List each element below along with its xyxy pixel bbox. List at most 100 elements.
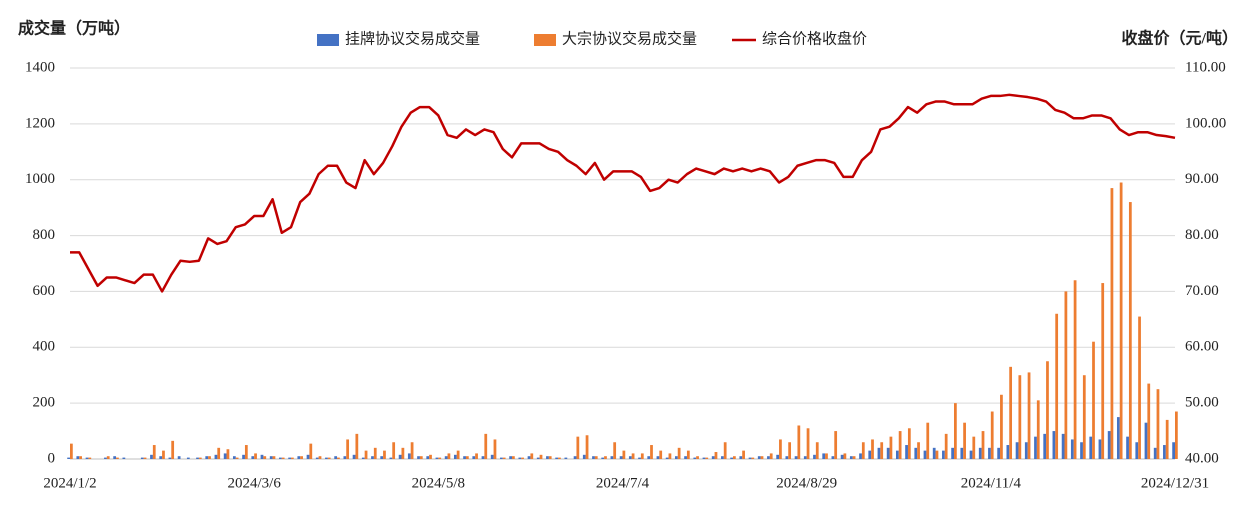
x-tick-label: 2024/7/4 [596, 475, 650, 491]
bar [453, 454, 457, 459]
bar [1070, 439, 1074, 459]
bar [972, 436, 976, 459]
bar [279, 457, 282, 459]
bar [859, 453, 862, 459]
bar [705, 457, 709, 459]
bar [1080, 442, 1083, 459]
bar [776, 454, 780, 459]
bar [640, 453, 644, 459]
x-tick-label: 2024/8/29 [776, 475, 837, 491]
bar [1107, 431, 1111, 459]
bar [214, 454, 218, 459]
bar [67, 457, 70, 459]
bar [1172, 442, 1175, 459]
bar [1144, 422, 1148, 459]
bar [536, 457, 540, 459]
bar [85, 457, 89, 459]
bar [244, 445, 248, 459]
y-tick-label: 400 [33, 339, 56, 355]
bar [1119, 182, 1123, 459]
bar [1092, 341, 1095, 459]
bar [638, 457, 641, 459]
bar [315, 457, 319, 459]
y2-tick-label: 60.00 [1185, 339, 1219, 355]
bar [140, 457, 144, 459]
bar [198, 457, 202, 459]
bar [429, 454, 432, 459]
bar [849, 456, 853, 459]
bar [88, 457, 92, 459]
bar [104, 457, 107, 459]
bar [398, 454, 402, 459]
bar [969, 450, 973, 459]
bar [684, 456, 687, 459]
bar [509, 456, 512, 459]
legend-label: 大宗协议交易成交量 [562, 29, 697, 47]
bar [481, 456, 485, 459]
y-tick-label: 0 [48, 450, 56, 466]
bar [242, 454, 245, 459]
bar [668, 453, 672, 459]
bar [926, 422, 930, 459]
bar [779, 439, 782, 459]
bar [490, 454, 494, 459]
bar [355, 433, 359, 459]
bar [76, 456, 80, 459]
bar [803, 456, 807, 459]
bar [871, 439, 874, 459]
bar [594, 456, 598, 459]
bar [822, 453, 826, 459]
bar [951, 447, 954, 459]
bar [656, 456, 660, 459]
bar [604, 456, 607, 459]
y-tick-label: 600 [33, 283, 56, 299]
bar [840, 454, 844, 459]
bar [1153, 447, 1157, 459]
bar [401, 447, 405, 459]
bar [585, 435, 589, 459]
bar [1163, 445, 1166, 459]
bar [665, 457, 669, 459]
bar [806, 428, 810, 459]
bar [426, 456, 430, 459]
bar [1073, 280, 1077, 459]
y-tick-label: 200 [33, 395, 56, 411]
bar [251, 456, 255, 459]
bar [696, 456, 699, 459]
bar [564, 457, 568, 459]
bar [1165, 419, 1169, 459]
bar [1135, 442, 1139, 459]
bar [456, 450, 460, 459]
bar [1006, 445, 1010, 459]
bar [650, 445, 653, 459]
bar [527, 456, 531, 459]
bar [573, 456, 577, 459]
legend-swatch [317, 34, 339, 46]
bar [877, 447, 881, 459]
bar [954, 403, 957, 459]
bar [1024, 442, 1028, 459]
bar [917, 442, 920, 459]
y2-tick-label: 110.00 [1185, 59, 1226, 75]
bar [512, 456, 515, 459]
y-tick-label: 1200 [25, 115, 55, 131]
bar [1015, 442, 1019, 459]
bar [944, 433, 948, 459]
legend-label: 综合价格收盘价 [762, 29, 867, 47]
bar [318, 456, 322, 459]
bar [113, 456, 117, 459]
bar [739, 456, 743, 459]
y2-axis-title: 收盘价（元/吨） [1122, 29, 1238, 48]
bar [168, 457, 172, 459]
bar [438, 457, 442, 459]
bar [907, 428, 911, 459]
bar [978, 447, 982, 459]
bar [785, 456, 789, 459]
price-line [70, 93, 1176, 293]
bar [963, 422, 966, 459]
bar [997, 447, 1001, 459]
bar [152, 445, 156, 459]
bar [788, 442, 792, 459]
bar [116, 457, 119, 459]
bar [223, 453, 227, 459]
